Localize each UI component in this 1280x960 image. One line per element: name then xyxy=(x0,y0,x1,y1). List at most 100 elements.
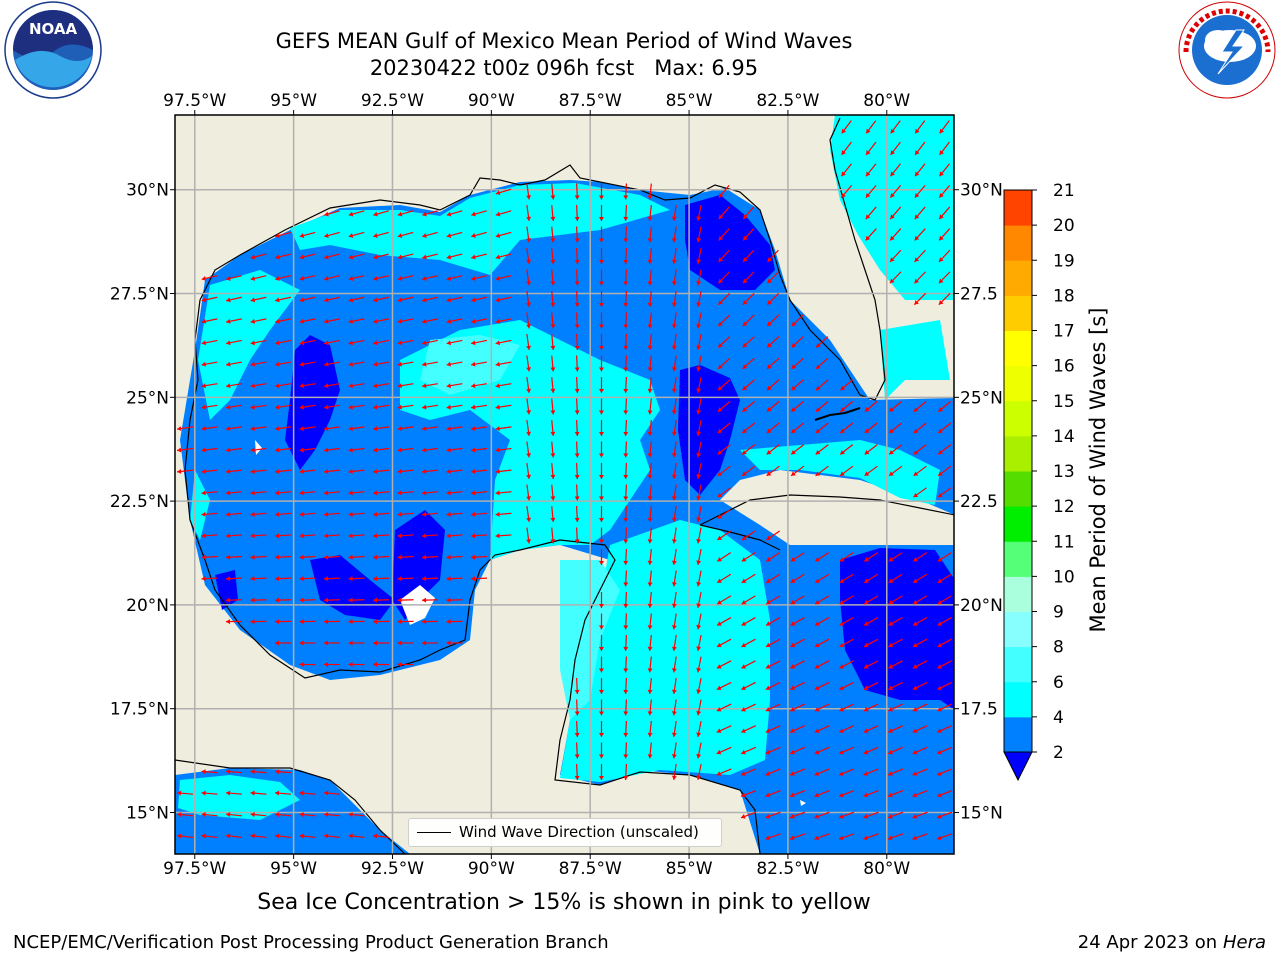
wind-wave-arrow xyxy=(470,426,488,432)
legend-label: Wind Wave Direction (unscaled) xyxy=(459,823,699,841)
wind-wave-arrow xyxy=(348,339,365,346)
wind-wave-arrow xyxy=(937,422,952,434)
colorbar-segment xyxy=(1004,330,1032,367)
wind-wave-arrow xyxy=(446,426,463,432)
wind-wave-arrow xyxy=(397,318,414,324)
wind-wave-arrow xyxy=(791,314,804,327)
wind-wave-arrow xyxy=(446,210,463,217)
wind-wave-arrow xyxy=(765,746,781,755)
wind-wave-arrow xyxy=(372,511,390,517)
lat-tick-left: 20°N xyxy=(126,596,169,616)
wind-wave-arrow xyxy=(201,447,218,453)
wind-wave-arrow xyxy=(913,444,927,455)
wind-wave-arrow xyxy=(598,419,604,437)
wind-wave-arrow xyxy=(201,296,218,303)
wind-wave-arrow xyxy=(598,462,604,480)
zone-below-2s xyxy=(285,335,340,470)
map-subtitle: 20230422 t00z 096h fcst Max: 6.95 xyxy=(369,56,759,80)
wind-wave-arrow xyxy=(323,812,341,818)
wind-wave-arrow xyxy=(348,253,365,260)
wind-wave-arrow xyxy=(716,660,732,669)
wind-wave-arrow xyxy=(623,570,629,587)
wind-wave-arrow xyxy=(176,447,194,453)
wind-wave-arrow xyxy=(888,400,903,413)
wind-wave-arrow xyxy=(275,253,291,260)
wind-wave-arrow xyxy=(790,595,805,605)
wind-wave-arrow xyxy=(718,206,730,220)
lon-tick-bottom: 92.5°W xyxy=(361,859,424,879)
wind-wave-arrow xyxy=(373,318,389,324)
noaa-logo: NOAA xyxy=(4,1,102,99)
wind-wave-arrow xyxy=(716,746,732,755)
wind-wave-arrow xyxy=(913,487,927,498)
wind-wave-arrow xyxy=(299,253,316,260)
wind-wave-arrow xyxy=(421,597,439,603)
wind-wave-arrow xyxy=(814,833,830,841)
wind-wave-arrow xyxy=(913,422,927,434)
wind-wave-arrow xyxy=(864,465,878,477)
wind-wave-arrow xyxy=(250,511,267,517)
wind-wave-arrow xyxy=(717,422,731,434)
wind-wave-arrow xyxy=(912,703,928,712)
wind-wave-arrow xyxy=(623,763,629,781)
wind-wave-arrow xyxy=(863,552,879,562)
sea-ice-note: Sea Ice Concentration > 15% is shown in … xyxy=(257,890,871,915)
wind-wave-arrow xyxy=(696,527,702,544)
wind-wave-arrow xyxy=(201,383,218,389)
wind-wave-arrow xyxy=(789,768,806,776)
wind-wave-arrow xyxy=(718,271,730,284)
wind-wave-arrow xyxy=(838,725,855,733)
wind-wave-arrow xyxy=(839,660,854,669)
wind-wave-arrow xyxy=(446,253,463,260)
wind-wave-arrow xyxy=(526,441,532,458)
wind-wave-arrow xyxy=(471,296,487,303)
wind-wave-arrow xyxy=(324,231,340,238)
wind-wave-arrow xyxy=(421,447,439,453)
wind-wave-arrow xyxy=(838,768,855,776)
wind-wave-arrow xyxy=(864,444,878,455)
wind-wave-arrow xyxy=(250,597,267,603)
wind-wave-arrow xyxy=(397,275,414,281)
pacific-4-6s xyxy=(178,775,300,820)
wind-wave-arrow xyxy=(742,271,755,284)
wind-wave-arrow xyxy=(274,812,292,818)
wind-wave-arrow xyxy=(696,613,702,630)
wind-wave-arrow xyxy=(372,597,390,603)
wind-wave-arrow xyxy=(495,210,512,217)
wind-wave-arrow xyxy=(623,355,629,372)
wind-wave-arrow xyxy=(814,660,830,669)
wind-wave-arrow xyxy=(550,269,556,286)
wind-wave-arrow xyxy=(696,678,702,694)
wind-wave-arrow xyxy=(647,398,653,415)
wind-wave-arrow xyxy=(912,833,928,841)
wind-wave-arrow xyxy=(865,184,877,199)
wind-wave-arrow xyxy=(348,640,365,646)
wind-wave-arrow xyxy=(526,505,532,523)
wind-wave-arrow xyxy=(323,790,341,796)
wind-wave-arrow xyxy=(275,296,291,303)
footer-host: Hera xyxy=(1222,932,1266,953)
wind-wave-arrow xyxy=(323,447,341,453)
wind-wave-arrow xyxy=(324,339,340,346)
wind-wave-arrow xyxy=(550,247,556,265)
wind-wave-arrow xyxy=(397,468,414,474)
wind-wave-arrow xyxy=(839,400,854,413)
wind-wave-arrow xyxy=(176,833,194,839)
wind-wave-arrow xyxy=(889,184,902,199)
wind-wave-arrow xyxy=(912,768,928,776)
lat-tick-left: 15°N xyxy=(126,803,169,823)
wind-wave-arrow xyxy=(422,231,438,238)
wind-wave-arrow xyxy=(372,426,390,432)
wind-wave-arrow xyxy=(250,619,267,625)
footer-producer: NCEP/EMC/Verification Post Processing Pr… xyxy=(13,932,609,953)
lon-tick-top: 95°W xyxy=(270,91,317,111)
wind-wave-arrow xyxy=(299,383,316,389)
colorbar-tick: 4 xyxy=(1053,708,1064,728)
wind-wave-arrow xyxy=(323,833,341,839)
wind-wave-arrow xyxy=(912,595,928,605)
wind-wave-arrow xyxy=(887,811,904,819)
wind-wave-arrow xyxy=(716,552,732,562)
wind-wave-arrow xyxy=(470,468,488,474)
wind-wave-arrow xyxy=(422,339,438,346)
wind-wave-arrow xyxy=(716,703,732,712)
